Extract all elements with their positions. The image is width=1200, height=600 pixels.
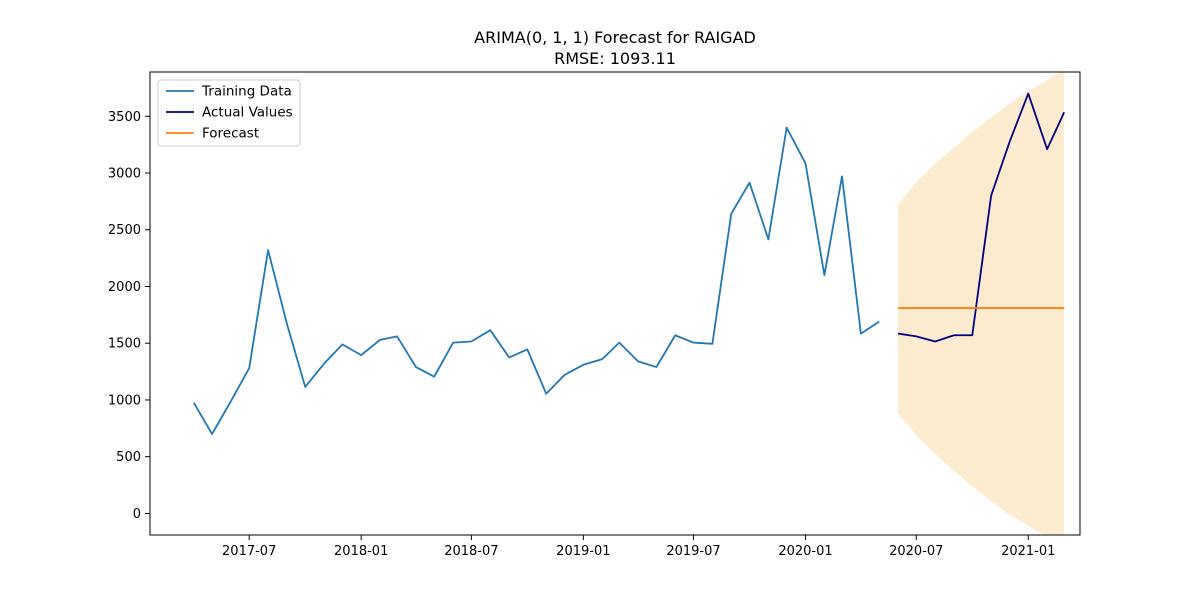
data-point-training-data: [674, 334, 677, 337]
data-point-actual-values: [1063, 111, 1066, 114]
data-point-actual-values: [953, 334, 956, 337]
data-point-actual-values: [971, 334, 974, 337]
y-tick-label: 2000: [108, 280, 141, 295]
y-tick-label: 2500: [108, 223, 141, 238]
data-point-training-data: [379, 338, 382, 341]
data-point-forecast: [934, 307, 937, 310]
data-point-forecast: [1008, 307, 1011, 310]
legend-label: Actual Values: [202, 105, 293, 121]
x-tick-label: 2020-01: [778, 544, 832, 559]
data-point-training-data: [601, 358, 604, 361]
x-tick-label: 2018-07: [444, 544, 498, 559]
data-point-training-data: [785, 126, 788, 129]
data-point-training-data: [711, 342, 714, 345]
data-point-training-data: [267, 249, 270, 252]
data-point-training-data: [841, 175, 844, 178]
data-point-actual-values: [1027, 92, 1030, 95]
data-point-forecast: [915, 307, 918, 310]
legend-label: Forecast: [202, 126, 259, 142]
y-tick-label: 3000: [108, 166, 141, 181]
series-line-actual-values: [897, 92, 1065, 343]
data-point-training-data: [748, 181, 751, 184]
data-point-forecast: [990, 307, 993, 310]
data-point-training-data: [211, 433, 214, 436]
x-tick-label: 2018-01: [334, 544, 388, 559]
data-point-training-data: [804, 162, 807, 165]
data-point-actual-values: [897, 332, 900, 335]
data-point-training-data: [396, 335, 399, 338]
data-point-forecast: [1063, 307, 1066, 310]
data-point-actual-values: [990, 194, 993, 197]
data-point-training-data: [582, 363, 585, 366]
legend: Training Data Actual Values Forecast: [157, 79, 301, 147]
data-point-training-data: [323, 362, 326, 365]
axes: 0 500 1000 1500 2000 2500 3000 3500 2017-07 2018-…: [108, 110, 1056, 559]
data-point-training-data: [563, 373, 566, 376]
x-tick-label: 2019-01: [556, 544, 610, 559]
data-point-training-data: [341, 343, 344, 346]
data-point-training-data: [285, 322, 288, 325]
data-point-forecast: [971, 307, 974, 310]
data-point-training-data: [526, 348, 529, 351]
data-point-forecast: [1046, 307, 1049, 310]
data-point-training-data: [637, 360, 640, 363]
y-tick-label: 1500: [108, 337, 141, 352]
data-point-forecast: [1027, 307, 1030, 310]
x-tick-label: 2020-07: [889, 544, 943, 559]
data-point-training-data: [452, 341, 455, 344]
data-point-training-data: [878, 320, 881, 323]
data-point-training-data: [433, 375, 436, 378]
y-tick-label: 1000: [108, 393, 141, 408]
confidence-band: [898, 72, 1065, 535]
data-point-actual-values: [1008, 141, 1011, 144]
data-point-training-data: [489, 329, 492, 332]
data-point-training-data: [304, 385, 307, 388]
legend-box: [157, 79, 301, 147]
x-tick-label: 2021-01: [1001, 544, 1055, 559]
y-tick-label: 0: [133, 507, 141, 522]
series-line-training-data: [193, 126, 880, 435]
y-tick-label: 500: [116, 450, 141, 465]
chart-title: ARIMA(0, 1, 1) Forecast for RAIGAD: [474, 28, 756, 47]
data-point-training-data: [545, 392, 548, 395]
data-point-training-data: [730, 212, 733, 215]
data-point-actual-values: [915, 335, 918, 338]
data-point-training-data: [192, 401, 195, 404]
legend-label: Training Data: [201, 84, 292, 100]
data-point-actual-values: [934, 340, 937, 343]
chart-subtitle: RMSE: 1093.11: [554, 49, 676, 68]
data-point-training-data: [248, 367, 251, 370]
data-point-training-data: [470, 340, 473, 343]
data-point-training-data: [508, 356, 511, 359]
data-point-forecast: [897, 307, 900, 310]
x-tick-label: 2019-07: [666, 544, 720, 559]
data-point-training-data: [229, 400, 232, 403]
x-tick-label: 2017-07: [222, 544, 276, 559]
y-tick-label: 3500: [108, 110, 141, 125]
plot-area: [192, 72, 1066, 535]
data-point-training-data: [655, 366, 658, 369]
data-point-actual-values: [1046, 148, 1049, 151]
data-point-training-data: [823, 274, 826, 277]
data-point-forecast: [953, 307, 956, 310]
data-point-training-data: [414, 366, 417, 369]
data-point-training-data: [692, 341, 695, 344]
data-point-training-data: [360, 354, 363, 357]
data-point-training-data: [859, 332, 862, 335]
plot-frame: [149, 71, 1081, 536]
data-point-training-data: [618, 341, 621, 344]
data-point-training-data: [767, 238, 770, 241]
